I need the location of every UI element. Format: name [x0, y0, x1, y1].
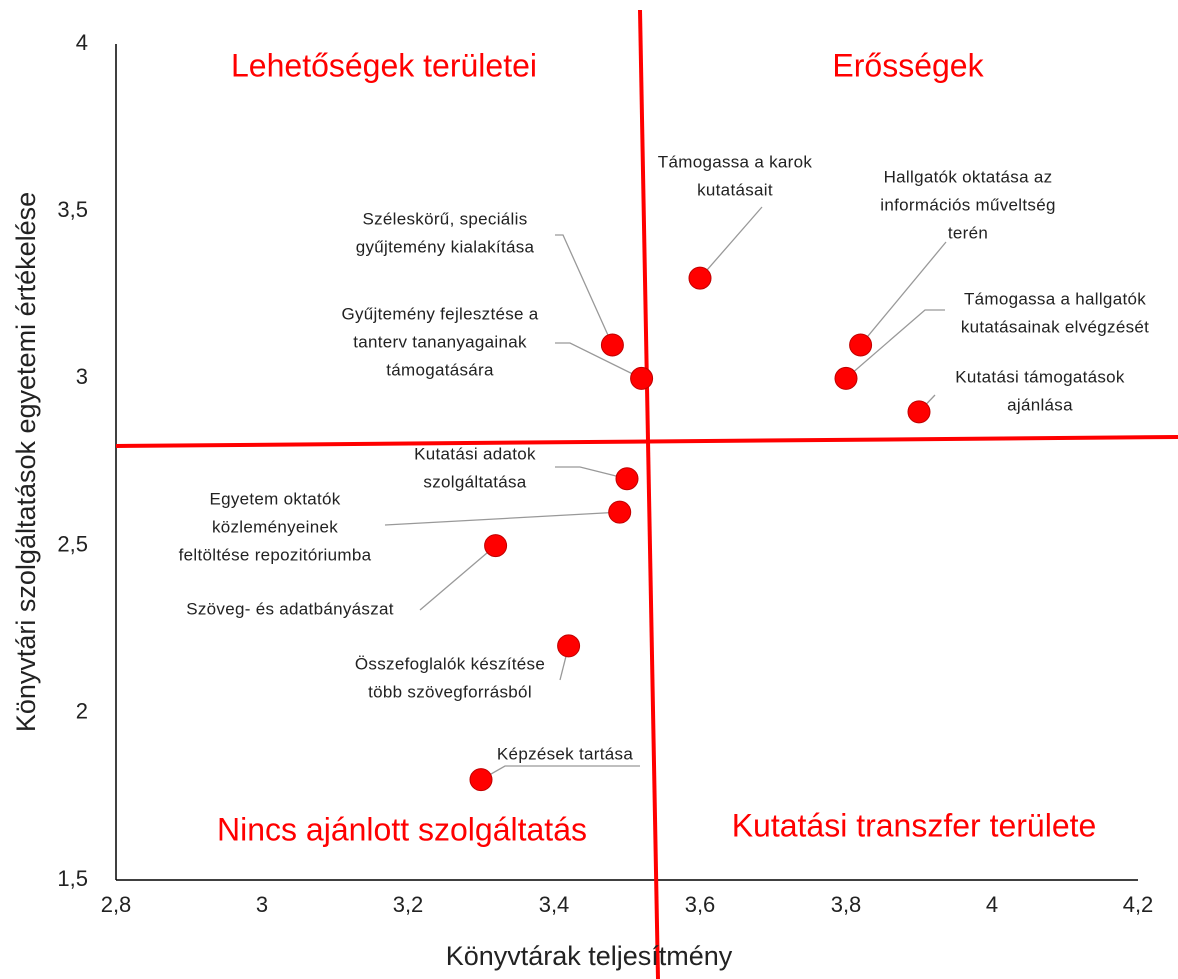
point-label: Hallgatók oktatása az: [884, 167, 1053, 186]
quadrant-divider: [638, 9, 660, 979]
point-label: közleményeinek: [212, 517, 338, 536]
quadrant-label: Kutatási transzfer területe: [732, 807, 1097, 843]
point-label: kutatásait: [697, 180, 773, 199]
point-label: Összefoglalók készítése: [355, 654, 545, 673]
point-label: gyűjtemény kialakítása: [356, 237, 535, 256]
leader-line: [860, 241, 947, 346]
x-tick-label: 2,8: [101, 892, 132, 917]
point-label: Támogassa a hallgatók: [964, 289, 1146, 308]
y-tick-label: 1,5: [57, 866, 88, 891]
point: [907, 400, 931, 424]
quadrant-label: Lehetőségek területei: [231, 47, 537, 83]
y-tick-label: 3: [76, 364, 88, 389]
y-tick-label: 2: [76, 699, 88, 724]
point: [615, 467, 639, 491]
quadrant-divider: [115, 435, 1178, 448]
point-label: terén: [948, 223, 988, 242]
point-label: Képzések tartása: [497, 744, 633, 763]
y-axis-title: Könyvtári szolgáltatások egyetemi értéke…: [11, 192, 41, 732]
leader-line: [555, 342, 642, 379]
leader-line: [419, 545, 497, 611]
point: [688, 266, 712, 290]
point-label: Támogassa a karok: [658, 152, 813, 171]
point: [849, 333, 873, 357]
x-tick-label: 4: [986, 892, 998, 917]
point: [630, 366, 654, 390]
point: [600, 333, 624, 357]
x-tick-label: 3,4: [539, 892, 570, 917]
leader-line: [845, 309, 945, 379]
leader-line: [480, 765, 640, 781]
x-tick-label: 4,2: [1123, 892, 1154, 917]
leader-line: [384, 511, 620, 526]
point-label: Gyűjtemény fejlesztése a: [341, 304, 538, 323]
point-label: feltöltése repozitóriumba: [179, 545, 372, 564]
point-label: Egyetem oktatók: [209, 489, 340, 508]
x-tick-label: 3,2: [393, 892, 424, 917]
x-tick-label: 3: [256, 892, 268, 917]
point: [469, 768, 493, 792]
quadrant-label: Nincs ajánlott szolgáltatás: [217, 811, 587, 847]
point-label: támogatására: [386, 360, 494, 379]
leader-line: [699, 206, 763, 279]
y-tick-label: 3,5: [57, 197, 88, 222]
point-label: információs műveltség: [880, 195, 1055, 214]
point-label: Szöveg- és adatbányászat: [186, 599, 394, 618]
point-label: kutatásainak elvégzését: [961, 317, 1149, 336]
y-tick-label: 4: [76, 30, 88, 55]
leader-line: [555, 466, 628, 480]
point: [484, 534, 508, 558]
point: [608, 500, 632, 524]
x-tick-label: 3,8: [831, 892, 862, 917]
point: [557, 634, 581, 658]
point-label: Kutatási adatok: [414, 444, 536, 463]
x-axis-title: Könyvtárak teljesítmény: [446, 941, 733, 971]
point-label: Kutatási támogatások: [955, 367, 1125, 386]
leader-line: [555, 234, 613, 346]
point-label: Széleskörű, speciális: [362, 209, 527, 228]
point-label: ajánlása: [1007, 395, 1073, 414]
point-label: tanterv tananyagainak: [353, 332, 527, 351]
point-label: szolgáltatása: [423, 472, 526, 491]
y-tick-label: 2,5: [57, 531, 88, 556]
x-tick-label: 3,6: [685, 892, 716, 917]
point: [834, 366, 858, 390]
quadrant-label: Erősségek: [832, 47, 984, 83]
point-label: több szövegforrásból: [368, 682, 532, 701]
